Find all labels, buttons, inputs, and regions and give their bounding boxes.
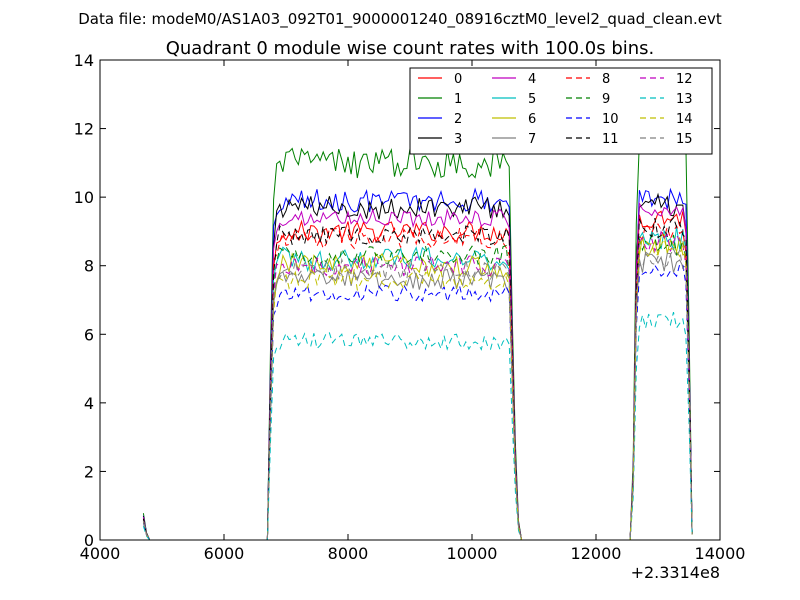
legend-label-14: 14 [676,112,693,127]
x-offset-label: +2.3314e8 [631,563,720,582]
legend-label-13: 13 [676,92,693,107]
legend-label-15: 15 [676,132,693,147]
legend-label-6: 6 [528,112,536,127]
legend-label-0: 0 [454,72,462,87]
legend-label-2: 2 [454,112,462,127]
chart-suptitle: Data file: modeM0/AS1A03_092T01_90000012… [78,10,722,29]
x-tick-label: 6000 [204,544,245,563]
y-tick-label: 0 [84,531,94,550]
legend-label-1: 1 [454,92,462,107]
legend-label-12: 12 [676,72,693,87]
y-tick-label: 14 [74,51,94,70]
y-tick-label: 8 [84,257,94,276]
x-tick-label: 12000 [571,544,622,563]
legend-box [409,67,713,155]
legend-label-5: 5 [528,92,536,107]
x-tick-label: 14000 [695,544,746,563]
legend-label-8: 8 [602,72,610,87]
legend-label-4: 4 [528,72,536,87]
x-tick-label: 4000 [80,544,121,563]
y-tick-label: 2 [84,462,94,481]
y-tick-label: 4 [84,394,94,413]
legend-label-10: 10 [602,112,619,127]
legend-label-3: 3 [454,132,462,147]
legend-label-7: 7 [528,132,536,147]
x-tick-label: 8000 [328,544,369,563]
plot-frame [99,59,721,541]
legend-label-11: 11 [602,132,619,147]
y-tick-label: 10 [74,188,94,207]
y-tick-label: 6 [84,325,94,344]
chart-title: Quadrant 0 module wise count rates with … [166,38,655,59]
x-tick-label: 10000 [447,544,498,563]
y-tick-label: 12 [74,120,94,139]
legend-label-9: 9 [602,92,610,107]
